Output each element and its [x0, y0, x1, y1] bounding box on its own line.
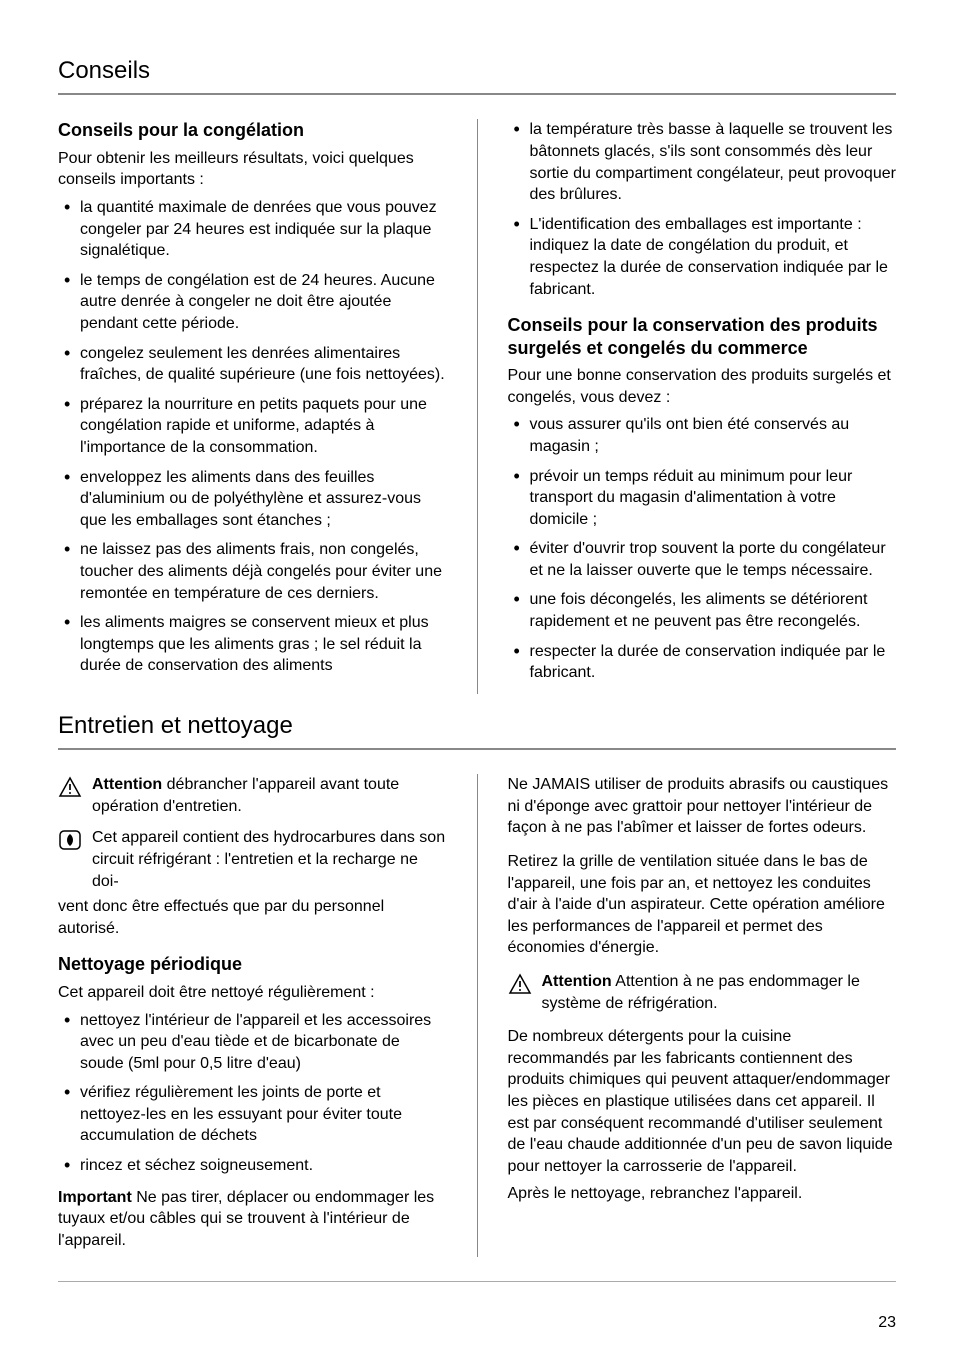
page-number: 23	[58, 1312, 896, 1334]
caution-triangle-icon	[508, 973, 532, 995]
eco-leaf-icon	[58, 829, 82, 851]
attention-block-2: Attention Attention à ne pas endommager …	[508, 971, 897, 1014]
section1-right-col: la température très basse à laquelle se …	[508, 119, 897, 693]
list-item: la quantité maximale de denrées que vous…	[58, 197, 447, 262]
detergent-text: De nombreux détergents pour la cuisine r…	[508, 1026, 897, 1177]
section-title-conseils: Conseils	[58, 55, 896, 95]
list-item: prévoir un temps réduit au minimum pour …	[508, 466, 897, 531]
abrasive-warning: Ne JAMAIS utiliser de produits abrasifs …	[508, 774, 897, 839]
list-item: respecter la durée de conservation indiq…	[508, 641, 897, 684]
section2-columns: Attention débrancher l'appareil avant to…	[58, 774, 896, 1257]
section-title-entretien: Entretien et nettoyage	[58, 710, 896, 750]
list-item: préparez la nourriture en petits paquets…	[58, 394, 447, 459]
list-item: une fois décongelés, les aliments se dét…	[508, 589, 897, 632]
column-divider	[477, 119, 478, 693]
attention-block-1: Attention débrancher l'appareil avant to…	[58, 774, 447, 817]
heading-congelation: Conseils pour la congélation	[58, 119, 447, 142]
list-item: L'identification des emballages est impo…	[508, 214, 897, 300]
list-congelation: la quantité maximale de denrées que vous…	[58, 197, 447, 677]
eco-text: Cet appareil contient des hydrocarbures …	[92, 827, 447, 892]
list-conservation: vous assurer qu'ils ont bien été conserv…	[508, 414, 897, 684]
intro-congelation: Pour obtenir les meilleurs résultats, vo…	[58, 148, 447, 191]
list-item: rincez et séchez soigneusement.	[58, 1155, 447, 1177]
list-item: ne laissez pas des aliments frais, non c…	[58, 539, 447, 604]
list-item: vérifiez régulièrement les joints de por…	[58, 1082, 447, 1147]
rebrancher-text: Après le nettoyage, rebranchez l'apparei…	[508, 1183, 897, 1205]
important-note: Important Ne pas tirer, déplacer ou endo…	[58, 1187, 447, 1252]
eco-block: Cet appareil contient des hydrocarbures …	[58, 827, 447, 892]
vent-grille-text: Retirez la grille de ventilation située …	[508, 851, 897, 959]
list-item: nettoyez l'intérieur de l'appareil et le…	[58, 1010, 447, 1075]
attention-text-2: Attention Attention à ne pas endommager …	[542, 971, 897, 1014]
eco-text-cont: vent donc être effectués que par du pers…	[58, 896, 447, 939]
list-item: éviter d'ouvrir trop souvent la porte du…	[508, 538, 897, 581]
section1-columns: Conseils pour la congélation Pour obteni…	[58, 119, 896, 693]
intro-nettoyage: Cet appareil doit être nettoyé régulière…	[58, 982, 447, 1004]
caution-triangle-icon	[58, 776, 82, 798]
attention-text-1: Attention débrancher l'appareil avant to…	[92, 774, 447, 817]
intro-conservation: Pour une bonne conservation des produits…	[508, 365, 897, 408]
heading-conservation: Conseils pour la conservation des produi…	[508, 314, 897, 359]
heading-nettoyage: Nettoyage périodique	[58, 953, 447, 976]
section1-left-col: Conseils pour la congélation Pour obteni…	[58, 119, 447, 693]
list-item: le temps de congélation est de 24 heures…	[58, 270, 447, 335]
column-divider	[477, 774, 478, 1257]
list-nettoyage: nettoyez l'intérieur de l'appareil et le…	[58, 1010, 447, 1177]
list-item: enveloppez les aliments dans des feuille…	[58, 467, 447, 532]
list-congelation-cont: la température très basse à laquelle se …	[508, 119, 897, 300]
section2-right-col: Ne JAMAIS utiliser de produits abrasifs …	[508, 774, 897, 1257]
list-item: les aliments maigres se conservent mieux…	[58, 612, 447, 677]
list-item: congelez seulement les denrées alimentai…	[58, 343, 447, 386]
list-item: vous assurer qu'ils ont bien été conserv…	[508, 414, 897, 457]
list-item: la température très basse à laquelle se …	[508, 119, 897, 205]
section2-left-col: Attention débrancher l'appareil avant to…	[58, 774, 447, 1257]
footer-rule	[58, 1281, 896, 1282]
